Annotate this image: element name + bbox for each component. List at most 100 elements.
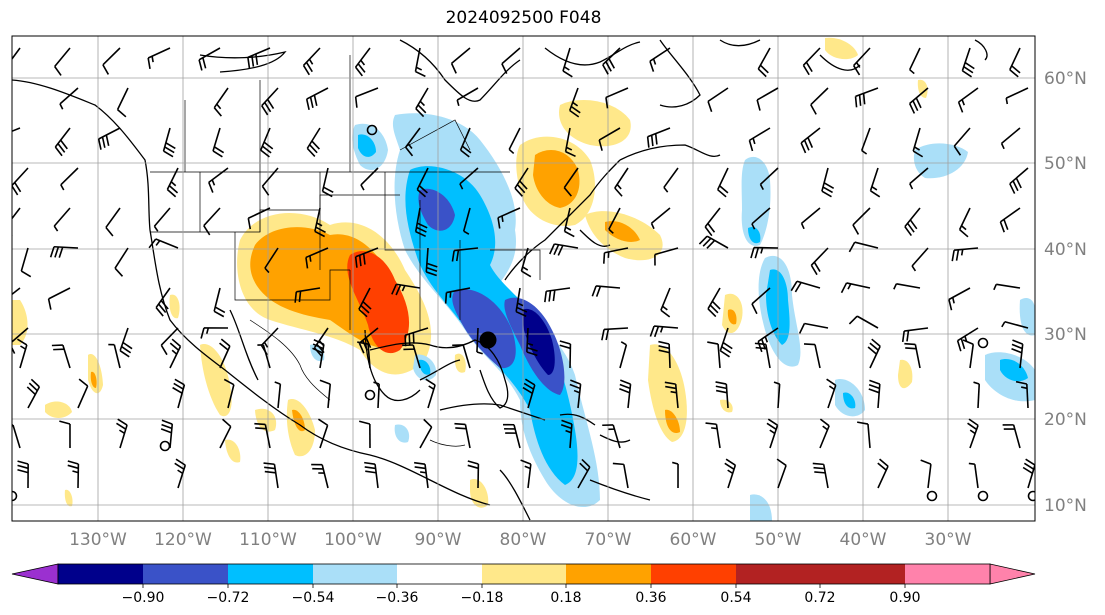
wind-barb [619, 379, 632, 409]
wind-barb [16, 338, 28, 369]
wind-barb [402, 344, 421, 369]
wind-barb [459, 167, 479, 190]
wind-barb [759, 167, 779, 191]
wind-barb [605, 87, 629, 109]
wind-barb [515, 287, 528, 317]
wind-barb [360, 167, 379, 191]
wind-barb [1011, 339, 1024, 369]
wind-barb [219, 338, 231, 369]
wind-barb [415, 87, 429, 118]
wind-barb [852, 47, 871, 76]
wind-barb [967, 418, 979, 449]
wind-barb [802, 47, 821, 76]
wind-barb [773, 381, 781, 409]
wind-barb [77, 378, 89, 409]
wind-barb [456, 87, 479, 107]
wind-barb [261, 87, 279, 116]
colorbar-extend-low [11, 563, 59, 585]
wind-barb [503, 423, 521, 449]
wind-barb [707, 341, 721, 369]
wind-barb [259, 127, 274, 158]
wind-barb [559, 340, 572, 369]
wind-barb [416, 167, 429, 198]
colorbar: −0.90 −0.72 −0.54 −0.36 −0.18 0.18 0.36 … [11, 563, 1036, 606]
lon-label: 30°W [925, 530, 972, 550]
wind-barb [766, 418, 779, 449]
wind-barb [577, 458, 591, 489]
wind-barb [868, 379, 881, 409]
wind-barb [105, 207, 121, 237]
wind-barb [1009, 167, 1029, 194]
wind-barb [619, 341, 628, 369]
wind-barb [544, 287, 571, 303]
wind-barb [414, 207, 428, 238]
wind-barb [754, 342, 771, 369]
wind-barb [213, 287, 226, 318]
wind-barb [26, 378, 41, 409]
wind-barb [608, 207, 621, 234]
wind-barb [568, 87, 581, 118]
wind-barb [425, 247, 438, 277]
wind-barb [514, 167, 529, 197]
lon-label: 80°W [500, 530, 547, 550]
wind-barb [993, 283, 1021, 291]
wind-barb [646, 127, 671, 148]
wind-barb [1001, 320, 1029, 329]
wind-barb [961, 47, 975, 78]
wind-barb [800, 127, 821, 154]
wind-barb [748, 127, 771, 152]
wind-barb [20, 247, 32, 278]
wind-barb [840, 282, 871, 294]
wind-barb [12, 127, 21, 133]
wind-barb [1000, 127, 1021, 150]
wind-barb [169, 338, 182, 369]
wind-barb [162, 127, 176, 158]
wind-barb [53, 207, 71, 232]
colorbar-tick-label: 0.54 [720, 590, 751, 606]
lon-label: 90°W [415, 530, 462, 550]
wind-barb [719, 327, 733, 358]
wind-barb [912, 127, 924, 158]
wind-barb [563, 167, 579, 197]
wind-barb [724, 458, 737, 489]
lat-label: 60°N [1044, 69, 1087, 89]
negative-anomaly-shading [310, 113, 1035, 521]
colorbar-tick-label: −0.54 [292, 590, 335, 606]
wind-barb [649, 47, 671, 72]
wind-barb [305, 87, 329, 110]
wind-barb [649, 325, 679, 338]
wind-barb [116, 418, 128, 449]
wind-barb [1015, 380, 1029, 409]
lon-label: 110°W [239, 530, 297, 550]
wind-barb [526, 327, 538, 357]
wind-barb [1005, 87, 1029, 105]
colorbar-segment [820, 564, 905, 584]
lon-label: 60°W [670, 530, 717, 550]
wind-barb [560, 419, 573, 449]
wind-barb [153, 207, 171, 232]
map-frame [11, 35, 1036, 522]
wind-barb [119, 327, 133, 358]
lat-label: 30°N [1044, 325, 1087, 345]
colorbar-extend-high [989, 563, 1036, 585]
wind-barb [520, 459, 532, 489]
wind-barb [563, 207, 575, 238]
wind-barb [358, 287, 372, 318]
wind-barb [208, 167, 229, 193]
wind-barb [391, 283, 421, 296]
wind-barb [160, 327, 179, 356]
wind-barb [116, 87, 129, 118]
wind-barb [848, 315, 879, 329]
colorbar-segment [58, 564, 143, 584]
wind-barb [1022, 458, 1035, 489]
wind-barb [444, 287, 471, 304]
wind-barb [147, 47, 171, 69]
wind-barb [223, 378, 235, 409]
wind-barb [212, 127, 225, 158]
wind-barb [102, 47, 121, 75]
wind-barb [261, 167, 279, 196]
wind-barb [549, 243, 579, 256]
wind-barb [354, 87, 379, 108]
wind-barb [467, 460, 480, 489]
wind-barb [564, 127, 576, 158]
